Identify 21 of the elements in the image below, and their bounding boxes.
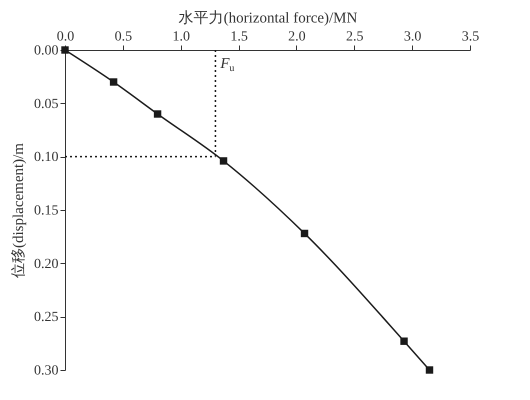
x-tick-label: 2.5 <box>346 30 364 44</box>
y-tick-label: 0.05 <box>34 96 58 112</box>
y-axis-title: 位移(displacement)/m <box>10 142 27 278</box>
point <box>110 78 118 86</box>
y-tick-label: 0.00 <box>34 44 58 58</box>
x-tick-label: 2.0 <box>288 30 306 44</box>
x-tick-label: 1.5 <box>230 30 248 44</box>
y-tick-label: 0.20 <box>34 256 58 272</box>
x-axis-title: 水平力(horizontal force)/MN <box>178 10 358 26</box>
y-tick-label: 0.15 <box>34 204 58 218</box>
y-tick-label: 0.30 <box>34 364 58 378</box>
y-tick-label: 0.10 <box>34 150 58 166</box>
x-tick-label: 3.5 <box>462 30 480 44</box>
y-tick-label: 0.25 <box>34 310 58 326</box>
x-tick-label: 0.0 <box>56 30 74 44</box>
point <box>400 337 408 345</box>
point <box>154 110 162 118</box>
point <box>220 157 228 165</box>
x-tick-label: 0.5 <box>114 30 132 44</box>
x-tick-label: 3.0 <box>404 30 422 44</box>
x-tick-label: 1.0 <box>172 30 190 44</box>
